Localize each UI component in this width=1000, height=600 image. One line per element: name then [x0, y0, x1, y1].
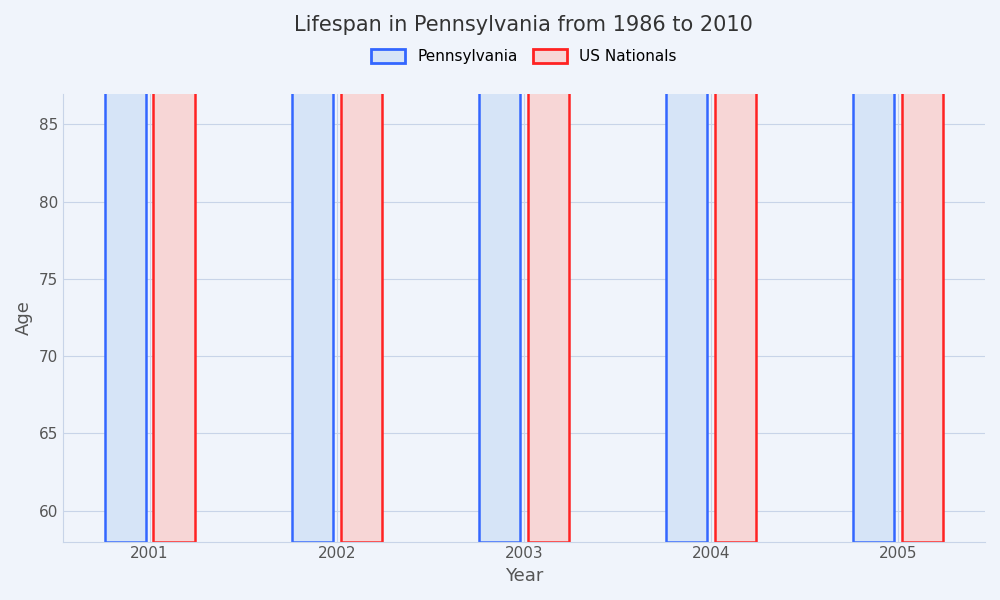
Bar	[341, 0, 382, 542]
Bar	[528, 0, 569, 542]
Bar	[479, 0, 520, 542]
Bar	[153, 0, 195, 542]
X-axis label: Year: Year	[505, 567, 543, 585]
Title: Lifespan in Pennsylvania from 1986 to 2010: Lifespan in Pennsylvania from 1986 to 20…	[294, 15, 753, 35]
Bar	[715, 0, 756, 542]
Y-axis label: Age: Age	[15, 300, 33, 335]
Bar	[666, 0, 707, 542]
Bar	[902, 0, 943, 542]
Bar	[105, 0, 146, 542]
Bar	[292, 0, 333, 542]
Legend: Pennsylvania, US Nationals: Pennsylvania, US Nationals	[365, 43, 682, 70]
Bar	[853, 0, 894, 542]
